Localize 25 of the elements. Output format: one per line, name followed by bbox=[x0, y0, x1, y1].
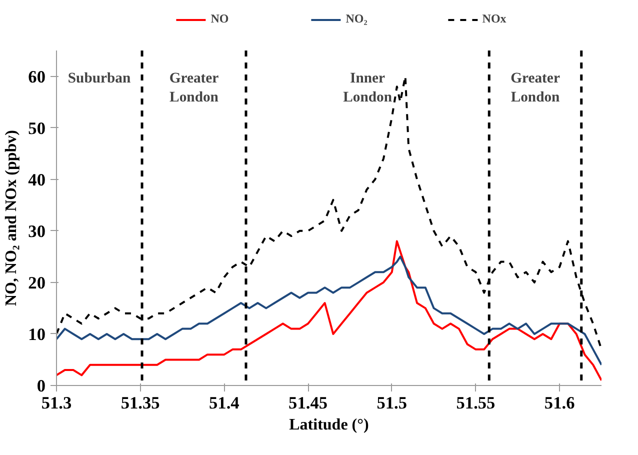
line-series bbox=[56, 256, 602, 366]
legend-label: NOx bbox=[482, 12, 506, 26]
y-tick-label: 40 bbox=[28, 170, 46, 190]
y-tick-label: 0 bbox=[36, 376, 46, 396]
x-tick-label: 51.4 bbox=[209, 394, 240, 412]
annotation: Greater London bbox=[169, 70, 220, 106]
y-tick-label: 10 bbox=[28, 324, 46, 344]
annotation: Greater London bbox=[510, 70, 560, 106]
annotation: Suburban bbox=[68, 70, 131, 86]
x-tick-label: 51.35 bbox=[120, 394, 160, 412]
x-axis-title: Latitude (°) bbox=[289, 416, 369, 434]
x-tick-label: 51.55 bbox=[456, 394, 496, 412]
legend-label: NO bbox=[210, 12, 230, 26]
y-axis-title: NO, NO₂ and NOx (ppbv) bbox=[3, 130, 20, 306]
x-tick-label: 51.45 bbox=[288, 394, 328, 412]
y-tick-label: 50 bbox=[28, 118, 46, 138]
x-tick-label: 51.5 bbox=[376, 394, 408, 412]
y-tick-label: 20 bbox=[28, 273, 46, 292]
line-series bbox=[56, 240, 602, 382]
x-tick-label: 51.3 bbox=[41, 394, 72, 412]
x-tick-label: 51.6 bbox=[544, 394, 576, 412]
y-tick-label: 60 bbox=[28, 67, 46, 86]
annotation: Inner London bbox=[343, 70, 392, 106]
y-tick-label: 30 bbox=[28, 222, 46, 241]
legend-label: NO₂ bbox=[346, 12, 368, 26]
